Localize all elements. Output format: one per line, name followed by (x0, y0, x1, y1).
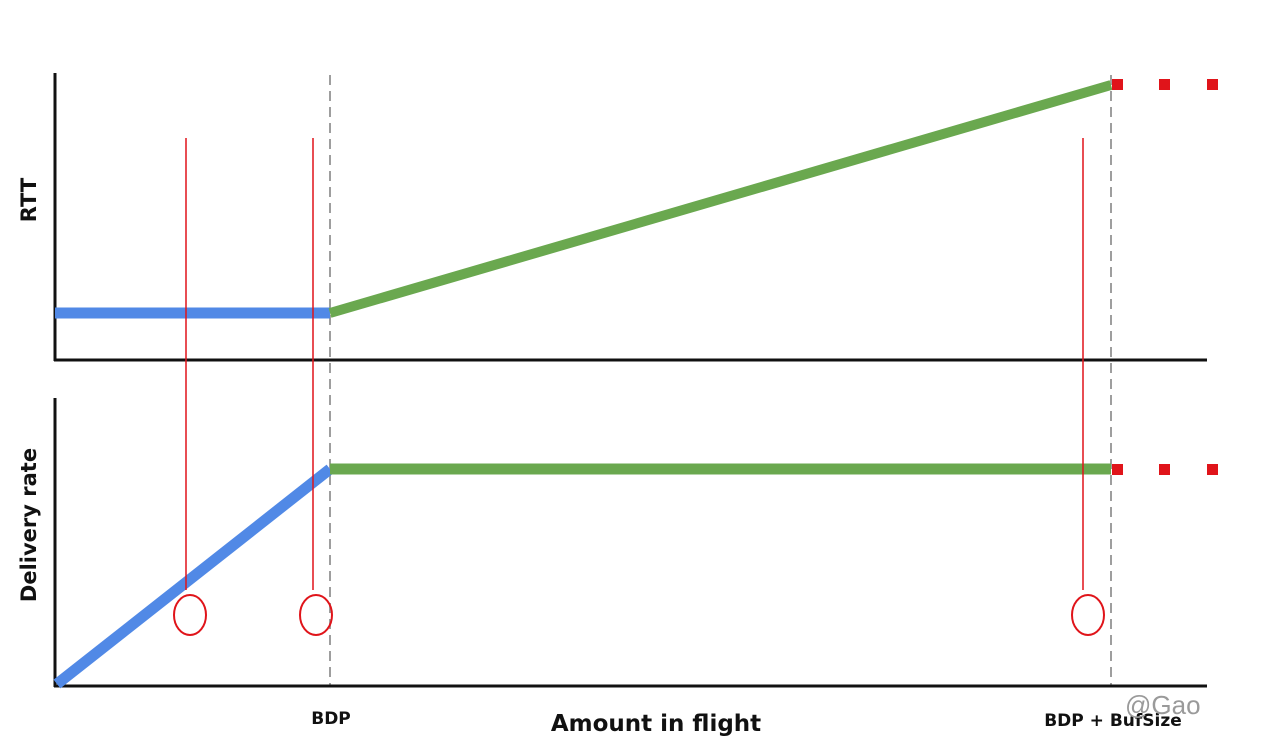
marker-circle-1 (173, 594, 207, 636)
rtt-buffer-dot-2 (1159, 79, 1170, 90)
rtt-buffer-dot-1 (1112, 79, 1123, 90)
delivery-buffer-dot-2 (1159, 464, 1170, 475)
amount-in-flight-axis-label: Amount in flight (551, 711, 761, 737)
delivery-buffer-dot-3 (1207, 464, 1218, 475)
tick-label-bdp-bufsize: BDP + BufSize (1044, 711, 1182, 731)
delivery-buffer-dot-1 (1112, 464, 1123, 475)
rtt-axis-label: RTT (17, 177, 41, 222)
delivery-rate-curve (53, 463, 1218, 689)
bottom-panel-axes (53, 398, 1207, 688)
marker-circle-3 (1071, 594, 1105, 636)
rtt-buffer-dot-3 (1207, 79, 1218, 90)
delivery-app-limited-segment (53, 464, 334, 689)
rtt-curve (55, 79, 1218, 319)
rtt-bandwidth-limited-segment (328, 80, 1113, 318)
marker-circle-2 (299, 594, 333, 636)
annotation-markers (173, 138, 1105, 636)
watermark-text: @Gao (1125, 690, 1201, 720)
delivery-rate-axis-label: Delivery rate (17, 448, 41, 602)
tick-label-bdp: BDP (311, 709, 351, 729)
